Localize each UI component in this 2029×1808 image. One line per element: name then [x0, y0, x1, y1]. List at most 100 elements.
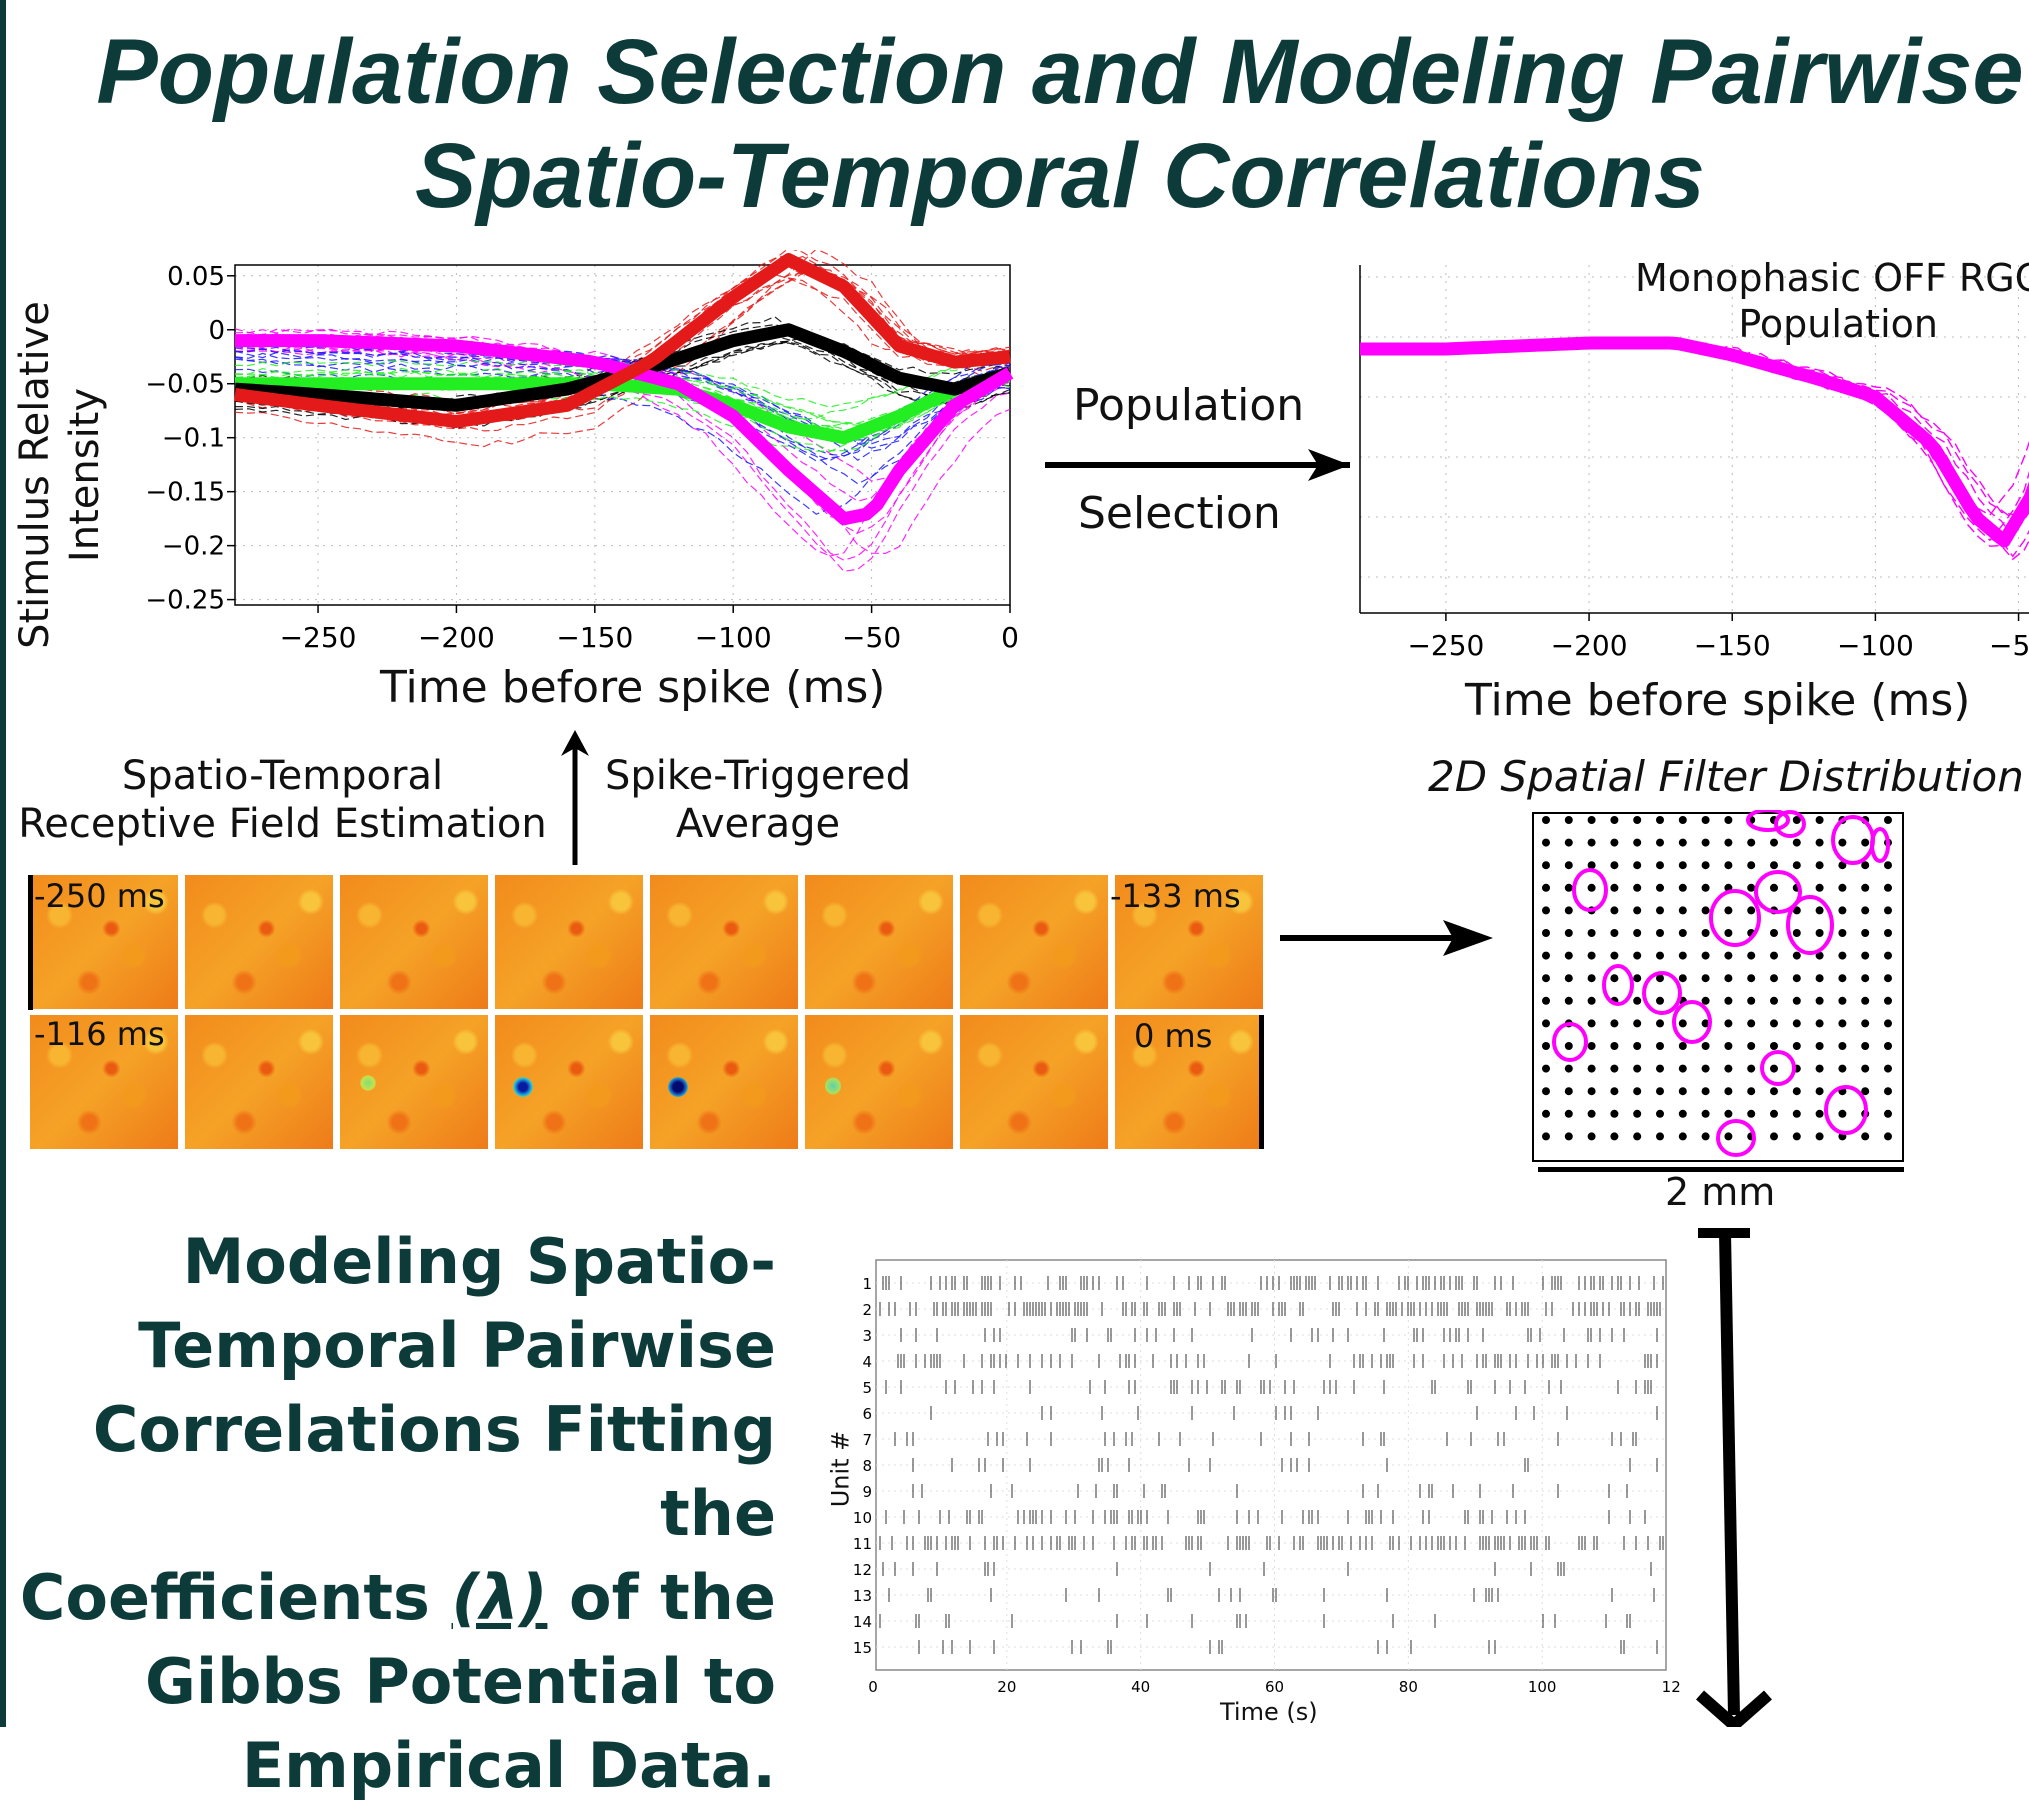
sta-plot: 0.05 0 −0.05 −0.1 −0.15 −0.2 −0.25 −250 −200 −15…: [145, 250, 1019, 654]
electrode-dot: [1770, 883, 1778, 892]
electrode-dot: [1884, 951, 1892, 960]
electrode-dot: [1633, 951, 1642, 960]
electrode-dot: [1656, 1087, 1664, 1096]
modeling-line2: Temporal Pairwise: [138, 1309, 776, 1382]
electrode-dot: [1792, 816, 1801, 824]
electrode-dot: [1587, 861, 1596, 870]
electrode-dot: [1770, 1019, 1778, 1028]
sta-trace-dashed: [235, 348, 1011, 449]
electrode-dot: [1542, 1087, 1550, 1096]
electrode-dot: [1678, 1019, 1687, 1028]
electrode-dot: [1701, 1042, 1710, 1050]
frame-tile: [340, 1015, 488, 1149]
y-tick-label: −0.05: [145, 370, 225, 400]
electrode-dot: [1747, 883, 1756, 892]
frame-tile: [650, 875, 798, 1009]
sta-trace-dashed: [234, 339, 1011, 461]
sta-mean-trace: [235, 366, 1012, 445]
sta-ylabel: Stimulus Relative Intensity: [10, 255, 110, 695]
electrode-dot: [1610, 974, 1619, 983]
electrode-dot: [1610, 1019, 1619, 1028]
electrode-dot: [1724, 1087, 1733, 1096]
electrode-dot: [1838, 906, 1847, 915]
sta-trace-dashed: [234, 378, 1011, 441]
electrode-dot: [1633, 883, 1642, 892]
electrode-dot: [1770, 974, 1778, 983]
electrode-dot: [1792, 861, 1801, 870]
electrode-dot: [1633, 996, 1642, 1005]
sta-trace-dashed: [234, 331, 1011, 391]
electrode-dot: [1587, 996, 1596, 1005]
electrode-dot: [1564, 1064, 1573, 1073]
x-tick-label: −50: [1989, 629, 2029, 662]
scale-bar-label: 2 mm: [1665, 1170, 1776, 1214]
unit-label: 8: [862, 1457, 872, 1475]
electrode-dot: [1587, 816, 1596, 824]
frame-label-minus-116: -116 ms: [34, 1015, 165, 1053]
estimation-left-line1: Spatio-Temporal: [121, 753, 444, 799]
frame-label-zero: 0 ms: [1134, 1017, 1213, 1055]
electrode-dot: [1701, 861, 1710, 870]
electrode-dot: [1815, 906, 1824, 915]
x-tick-label: 100: [1528, 1678, 1557, 1696]
electrode-dot: [1542, 861, 1550, 870]
electrode-dot: [1633, 906, 1642, 915]
electrode-dot: [1678, 906, 1687, 915]
electrode-dot: [1747, 1042, 1756, 1050]
electrode-dot: [1861, 974, 1870, 983]
rf-contour: [1709, 889, 1761, 947]
electrode-dot: [1724, 951, 1733, 960]
electrode-dot: [1747, 996, 1756, 1005]
unit-label: 6: [862, 1405, 872, 1423]
electrode-dot: [1747, 1109, 1756, 1118]
electrode-dot: [1542, 929, 1550, 937]
electrode-dot: [1770, 1109, 1778, 1118]
sta-trace-dashed: [234, 342, 1011, 430]
spatial-arrow: [1280, 920, 1493, 956]
electrode-dot: [1656, 929, 1664, 937]
electrode-dot: [1861, 861, 1870, 870]
electrode-dot: [1656, 861, 1664, 870]
electrode-dot: [1656, 996, 1664, 1005]
electrode-dot: [1884, 1019, 1892, 1028]
electrode-dot: [1701, 974, 1710, 983]
modeling-line3: Correlations Fitting the: [92, 1393, 776, 1550]
x-tick-label: −200: [1551, 629, 1628, 662]
electrode-dot: [1542, 951, 1550, 960]
modeling-line4-post: of the: [547, 1561, 776, 1634]
electrode-dot: [1815, 1042, 1824, 1050]
selected-title-line1: Monophasic OFF RGC: [1635, 256, 2029, 300]
electrode-dot: [1564, 951, 1573, 960]
frame-tile: [805, 1015, 953, 1149]
electrode-dot: [1861, 1064, 1870, 1073]
electrode-dot: [1884, 974, 1892, 983]
unit-label: 3: [862, 1327, 872, 1345]
electrode-dot: [1884, 1087, 1892, 1096]
sta-ylabel-line2: Intensity: [62, 387, 108, 563]
frame-tile: [30, 1015, 178, 1149]
electrode-dot: [1564, 861, 1573, 870]
frame-tile: [805, 875, 953, 1009]
estimation-right-label: Spike-Triggered Average: [598, 752, 918, 848]
electrode-dot: [1701, 1064, 1710, 1073]
electrode-dot: [1701, 951, 1710, 960]
electrode-dot: [1564, 929, 1573, 937]
electrode-dot: [1610, 838, 1619, 847]
x-tick-label: −100: [695, 621, 772, 654]
frame-tile: [185, 875, 333, 1009]
electrode-dot: [1770, 838, 1778, 847]
electrode-dot: [1701, 906, 1710, 915]
electrode-dot: [1678, 816, 1687, 824]
y-tick-label: −0.15: [145, 478, 225, 508]
electrode-dot: [1747, 838, 1756, 847]
estimation-right-line1: Spike-Triggered: [604, 753, 912, 799]
y-tick-label: 0: [208, 316, 225, 346]
electrode-dot: [1838, 1019, 1847, 1028]
frame-tile: [960, 1015, 1108, 1149]
frame-tile: [495, 1015, 643, 1149]
electrode-dot: [1564, 996, 1573, 1005]
electrode-dot: [1792, 929, 1801, 937]
frame-label-minus-133: -133 ms: [1110, 877, 1241, 915]
electrode-dot: [1861, 838, 1870, 847]
electrode-dot: [1633, 1087, 1642, 1096]
